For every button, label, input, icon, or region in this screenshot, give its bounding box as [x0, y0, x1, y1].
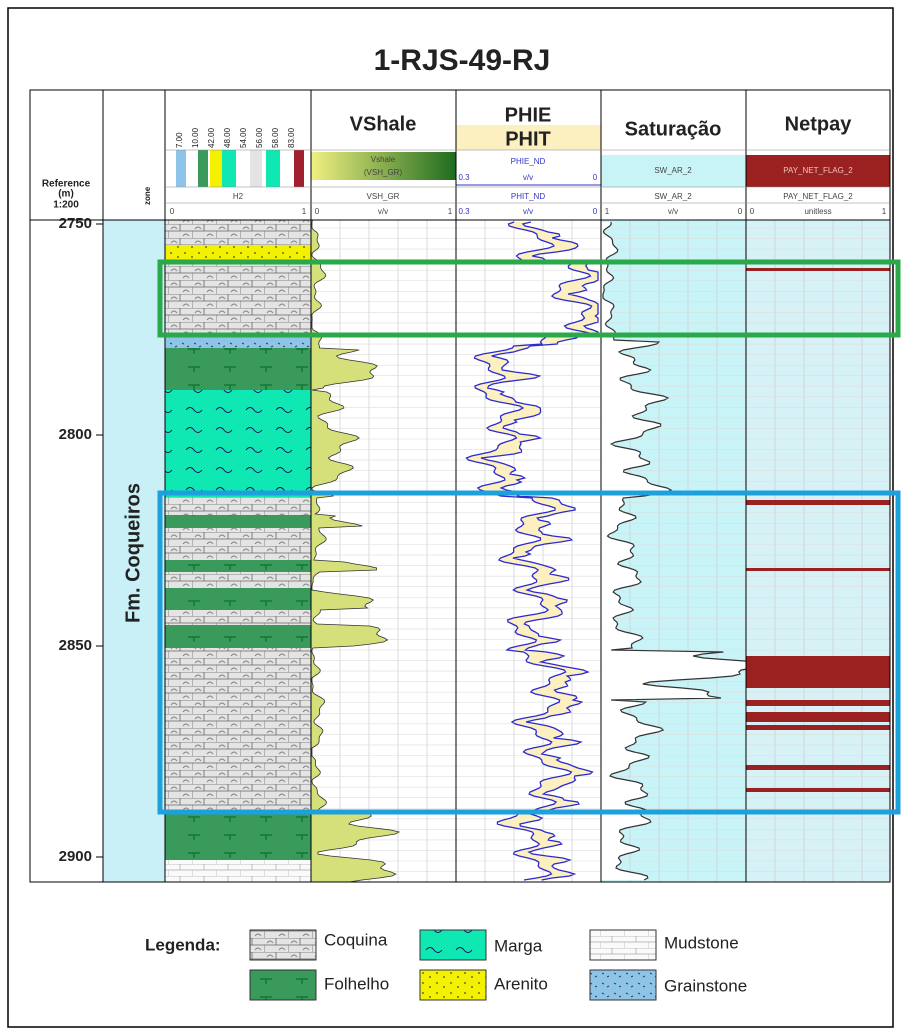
scale-right: 0 [593, 173, 598, 182]
legend-swatch [249, 929, 317, 961]
lithology-header: 7.00 10.00 42.00 48.00 54.00 56.00 58.00 83.00 [175, 127, 304, 187]
legend-label: Arenito [494, 974, 548, 993]
curve-name: SW_AR_2 [654, 192, 692, 201]
zone-header: zone [143, 186, 152, 205]
scale-left: 0 [750, 207, 755, 216]
legend-label: Mudstone [664, 933, 739, 952]
ref-header: 1:200 [53, 200, 79, 211]
curve: PHIT_ND [511, 192, 545, 201]
scale-right: 0 [738, 207, 743, 216]
lith-value: 48.00 [223, 127, 232, 148]
lith-value: 58.00 [271, 127, 280, 148]
lithology [165, 220, 311, 882]
legend-label: Marga [494, 936, 543, 955]
curve-swatch [746, 155, 890, 187]
legend-label: Coquina [324, 930, 388, 949]
track-title: Saturação [625, 118, 722, 140]
pay-band [746, 500, 890, 505]
ref-header: (m) [58, 189, 74, 200]
lith-min: 0 [170, 207, 175, 216]
lith-value: 7.00 [175, 132, 184, 148]
legend-swatch [419, 929, 487, 961]
track-title: PHIE [505, 104, 552, 126]
unit: v/v [378, 207, 388, 216]
pay-band [746, 268, 890, 271]
unit: v/v [668, 207, 678, 216]
scale-left: 0.3 [458, 207, 470, 216]
legend: Legenda: Coquina Marga Mudstone Folhelho… [145, 929, 747, 1001]
scale-right: 1 [448, 207, 453, 216]
scale-left: 0 [315, 207, 320, 216]
frame [7, 7, 894, 1028]
track-borders [29, 89, 891, 883]
legend-swatch [589, 969, 657, 1001]
curve-name: PAY_NET_FLAG_2 [783, 192, 853, 201]
curve-swatch [601, 155, 746, 187]
pay-band [746, 765, 890, 770]
legend-label: Grainstone [664, 976, 747, 995]
unit: unitless [804, 207, 831, 216]
log-plot: Fm. Coqueiros Reference (m) 1:200 zone [29, 89, 901, 883]
lith-max: 1 [302, 207, 307, 216]
depth-label: 2900 [59, 848, 92, 865]
legend-swatch [589, 929, 657, 961]
lith-value: 83.00 [287, 127, 296, 148]
legend-swatch [419, 969, 487, 1001]
scale-left: 0.3 [458, 173, 470, 182]
scale-left: 1 [605, 207, 610, 216]
phit-line [480, 221, 599, 881]
lith-name: H2 [233, 192, 244, 201]
depth-label: 2800 [59, 426, 92, 443]
track-title: VShale [350, 113, 417, 135]
lith-value: 10.00 [191, 127, 200, 148]
pay-band [746, 656, 890, 688]
highlight-box [157, 259, 901, 338]
track-title: PHIT [505, 128, 551, 150]
depth-label: 2750 [59, 215, 92, 232]
lith-value: 56.00 [255, 127, 264, 148]
lith-value: 42.00 [207, 127, 216, 148]
vshale-fill [310, 219, 401, 883]
pay-band [746, 712, 890, 722]
sat-line [602, 221, 775, 881]
scale-right: 0 [593, 207, 598, 216]
curve: PHIE_ND [511, 157, 546, 166]
lith-value: 54.00 [239, 127, 248, 148]
title-band [456, 125, 601, 150]
pay-bg [746, 220, 890, 882]
scale-right: 1 [882, 207, 887, 216]
legend-label: Folhelho [324, 974, 389, 993]
depth-label: 2850 [59, 637, 92, 654]
highlight-box [157, 490, 901, 815]
zone-label: Fm. Coqueiros [122, 483, 144, 623]
title: 1-RJS-49-RJ [374, 44, 551, 77]
zone-fill [103, 220, 165, 882]
pay-band [746, 788, 890, 792]
legend-title: Legenda: [145, 935, 221, 954]
legend-swatch [249, 969, 317, 1001]
track-title: Netpay [785, 113, 853, 135]
ref-header: Reference [42, 179, 91, 190]
pay-band [746, 700, 890, 706]
curve-swatch [311, 152, 456, 180]
curve: SW_AR_2 [654, 166, 692, 175]
curve: Vshale [371, 155, 396, 164]
phie-line [465, 221, 594, 881]
curve: PAY_NET_FLAG_2 [783, 166, 853, 175]
mnemonic: (VSH_GR) [364, 168, 403, 177]
curve-name: VSH_GR [367, 192, 400, 201]
pay-band [746, 725, 890, 730]
unit: v/v [523, 173, 533, 182]
unit: v/v [523, 207, 533, 216]
pay-band [746, 568, 890, 571]
